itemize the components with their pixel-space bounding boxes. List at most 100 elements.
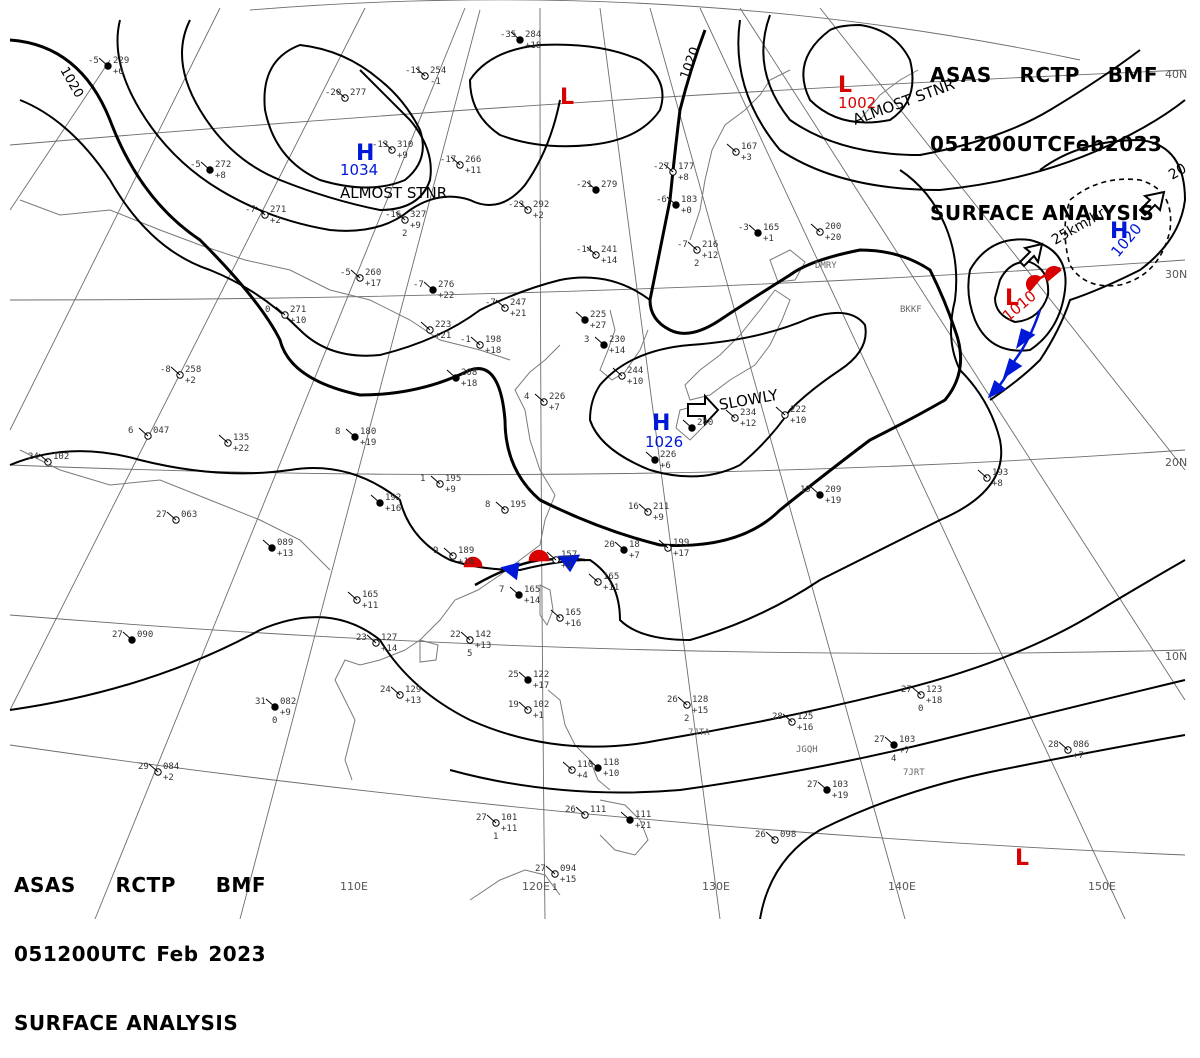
station-pressure: 110: [577, 760, 593, 770]
station-temperature: 8: [485, 500, 490, 510]
station-temperature: 25: [508, 670, 519, 680]
station-plot: -21 279: [576, 180, 617, 194]
station-pressure: 118: [603, 758, 619, 768]
station-tendency: +17: [533, 681, 549, 691]
station-wind-barb: [575, 311, 586, 321]
station-plot: -7 271+2: [245, 205, 286, 226]
coast-hokkaido: [769, 249, 806, 283]
footer-agency-1: ASAS: [14, 873, 76, 897]
station-pressure: 127: [381, 633, 397, 643]
station-temperature: -20: [325, 88, 341, 98]
station-weather-code: 1: [493, 832, 498, 842]
station-pressure: 165: [763, 223, 779, 233]
station-pressure: 195: [510, 500, 526, 510]
station-pressure: 103: [832, 780, 848, 790]
isobar-1016: [9, 169, 1003, 642]
station-tendency: +20: [825, 233, 841, 243]
station-plot: 9 189+16: [433, 546, 474, 567]
station-plot: 111+21: [620, 810, 651, 831]
station-plot: -7 216+122: [677, 240, 718, 269]
footer-datetime-1: 051200UTC: [14, 942, 147, 966]
station-pressure: 247: [510, 298, 526, 308]
station-wind-barb: [470, 336, 481, 346]
station-id-7jta: 7JTA: [688, 728, 710, 738]
header-datetime-2: Feb: [1062, 132, 1105, 156]
station-pressure: 195: [445, 474, 461, 484]
station-wind-barb: [495, 299, 506, 309]
coastlines: [19, 69, 919, 901]
station-plot: 0 271+10: [265, 305, 306, 326]
station-pressure: 327: [410, 210, 426, 220]
station-wind-barb: [658, 539, 669, 549]
station-wind-barb: [335, 89, 346, 99]
footer-agency-2: RCTP: [115, 873, 176, 897]
station-temperature: -6: [656, 195, 667, 205]
station-wind-barb: [200, 161, 211, 171]
station-tendency: +0: [681, 206, 692, 216]
station-plot: -3 165+1: [738, 223, 779, 244]
high-value-1034: 1034: [340, 161, 378, 179]
station-plot: -6 183+0: [656, 195, 697, 216]
warm-front-segment-2: [528, 549, 550, 562]
station-tendency: +17: [673, 549, 689, 559]
station-temperature: -35: [500, 30, 516, 40]
station-plot: 157+2: [546, 550, 577, 571]
station-temperature: -3: [738, 223, 749, 233]
station-temperature: 27: [874, 735, 885, 745]
header-title: SURFACE ANALYSIS: [930, 201, 1155, 225]
station-tendency: +16: [797, 723, 813, 733]
station-plot: 208+18: [446, 368, 477, 389]
station-wind-barb: [255, 206, 266, 216]
station-pressure: 167: [741, 142, 757, 152]
meridian-100e: [9, 59, 111, 211]
station-temperature: 19: [800, 485, 811, 495]
footer-datetime-2: Feb: [156, 942, 199, 966]
station-wind-barb: [345, 428, 356, 438]
station-tendency: +11: [465, 166, 481, 176]
station-plot: -5 229+6: [88, 56, 129, 77]
station-pressure: 258: [185, 365, 201, 375]
station-plot: -11 254-1: [405, 66, 446, 87]
station-tendency: +14: [601, 256, 617, 266]
meridian-140e: [649, 7, 906, 919]
lat-label-20n: 20N: [1165, 456, 1187, 469]
station-temperature: 26: [667, 695, 678, 705]
station-pressure: 090: [137, 630, 153, 640]
station-temperature: 22: [450, 630, 461, 640]
station-plot: 223+21: [420, 320, 451, 341]
header-datetime-3: 2023: [1104, 132, 1163, 156]
isobar-1032-high: [181, 19, 432, 212]
motion-arrow-high-1020: [1138, 190, 1166, 217]
station-wind-barb: [775, 406, 786, 416]
station-pressure: 183: [681, 195, 697, 205]
station-pressure: 063: [181, 510, 197, 520]
station-wind-barb: [382, 141, 393, 151]
station-plot: -5 272+8: [190, 160, 231, 181]
weather-map: H 1034 ALMOST STNR L L 1002 ALMOST STNR …: [9, 0, 1190, 919]
coast-korea: [599, 309, 649, 381]
station-tendency: +11: [603, 583, 619, 593]
station-wind-barb: [645, 451, 656, 461]
station-wind-barb: [347, 591, 358, 601]
station-pressure: 208: [461, 368, 477, 378]
station-pressure: 310: [397, 140, 413, 150]
coast-indochina: [334, 649, 406, 781]
station-tendency: +14: [524, 596, 540, 606]
isobar-low-ne-1: [802, 23, 914, 124]
station-plot: 110+4: [562, 760, 593, 781]
station-pressure: 216: [702, 240, 718, 250]
station-temperature: 26: [755, 830, 766, 840]
station-wind-barb: [420, 321, 431, 331]
motion-speed-label-2: 20: [1166, 161, 1189, 184]
station-wind-barb: [218, 434, 229, 444]
high-value-1026: 1026: [645, 433, 683, 451]
station-tendency: +14: [609, 346, 625, 356]
station-wind-barb: [666, 196, 677, 206]
station-plot: 4 226+7: [524, 392, 565, 413]
station-temperature: -11: [405, 66, 421, 76]
station-temperature: 4: [524, 392, 529, 402]
high-symbol-1034: H: [356, 141, 374, 166]
station-weather-code: 4: [891, 754, 896, 764]
header-agency-3: BMF: [1107, 63, 1158, 87]
station-wind-barb: [550, 609, 561, 619]
